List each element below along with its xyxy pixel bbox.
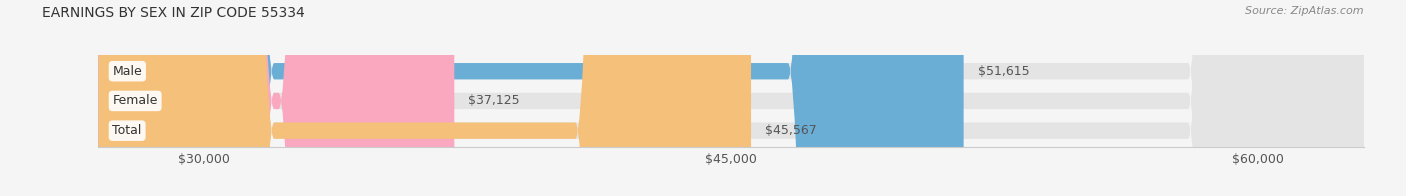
Text: EARNINGS BY SEX IN ZIP CODE 55334: EARNINGS BY SEX IN ZIP CODE 55334 [42, 6, 305, 20]
FancyBboxPatch shape [98, 0, 751, 196]
FancyBboxPatch shape [98, 0, 1364, 196]
FancyBboxPatch shape [98, 0, 1364, 196]
Text: $51,615: $51,615 [977, 65, 1029, 78]
Text: Female: Female [112, 94, 157, 107]
Text: Male: Male [112, 65, 142, 78]
FancyBboxPatch shape [98, 0, 1364, 196]
FancyBboxPatch shape [98, 0, 454, 196]
FancyBboxPatch shape [98, 0, 963, 196]
Text: Total: Total [112, 124, 142, 137]
Text: $45,567: $45,567 [765, 124, 817, 137]
Text: $37,125: $37,125 [468, 94, 520, 107]
Text: Source: ZipAtlas.com: Source: ZipAtlas.com [1246, 6, 1364, 16]
